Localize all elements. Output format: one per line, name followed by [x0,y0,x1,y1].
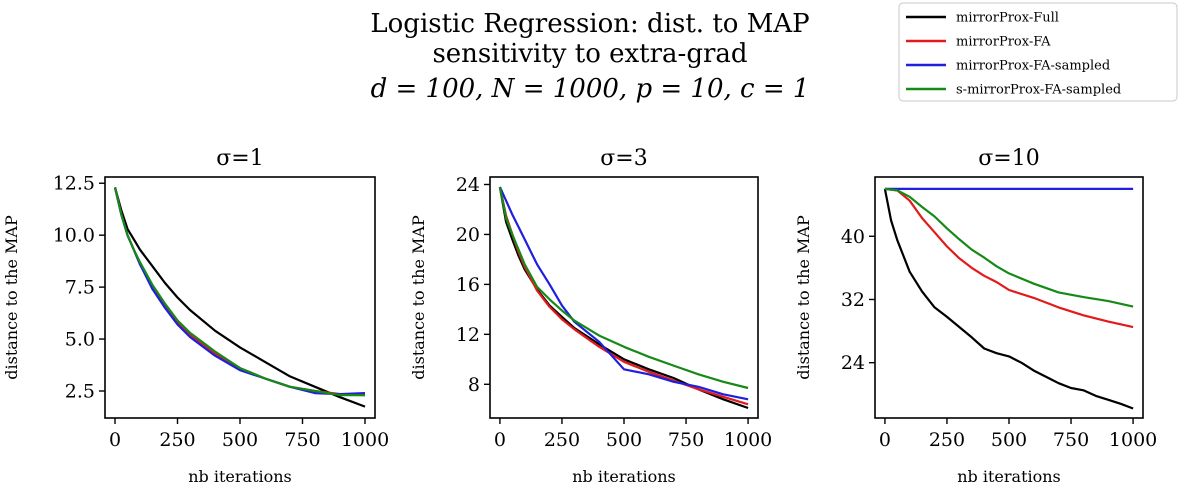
series-line-mirrorProx-FA-sampled [498,186,749,401]
subplot-title: σ=10 [978,146,1039,171]
y-tick-label: 40 [841,226,865,248]
x-tick-label: 500 [991,429,1027,451]
y-tick-label: 12.5 [53,173,95,195]
series-line-mirrorProx-Full [883,188,1134,410]
suptitle-line-1: Logistic Regression: dist. to MAP [370,9,809,39]
subplot-title: σ=3 [600,146,647,171]
subplot-3: 0 250 500 750 1000 24 32 40 σ=10 nb iterations dis… [794,146,1157,486]
x-tick-label: 500 [606,429,642,451]
suptitle-line-2: sensitivity to extra-grad [432,39,747,69]
series-line-mirrorProx-FA [498,186,749,406]
series-line-s-mirrorProx-FA-sampled [884,187,1134,308]
y-tick-label: 10.0 [53,225,95,247]
legend-frame [898,2,1178,102]
x-axis-label: nb iterations [572,467,676,486]
x-tick-label: 250 [929,429,965,451]
series-line-mirrorProx-FA [113,187,366,397]
x-axis-label: nb iterations [188,467,292,486]
y-axis-label: distance to the MAP [2,215,21,380]
x-tick-label: 1000 [341,429,389,451]
x-tick-label: 1000 [1109,429,1157,451]
series-line-mirrorProx-Full [113,187,366,408]
y-tick-label: 2.5 [65,380,95,402]
y-tick-label: 5.0 [65,329,95,351]
series-group [883,187,1134,410]
x-tick-label: 0 [879,429,891,451]
series-line-mirrorProx-FA [884,187,1134,329]
x-tick-label: 250 [544,429,580,451]
x-tick-label: 500 [222,429,258,451]
y-axis-label: distance to the MAP [409,215,428,380]
y-tick-label: 16 [456,274,480,296]
x-tick-label: 0 [494,429,506,451]
y-tick-label: 20 [456,224,480,246]
subplot-title: σ=1 [216,146,263,171]
series-line-s-mirrorProx-FA-sampled [498,186,749,390]
axes-frame [104,176,376,419]
legend-label-3: s-mirrorProx-FA-sampled [956,83,1121,98]
legend-label-2: mirrorProx-FA-sampled [956,59,1110,74]
y-tick-label: 8 [468,374,480,396]
series-group [113,187,366,408]
x-tick-label: 750 [1053,429,1089,451]
series-line-mirrorProx-Full [498,186,749,410]
series-line-s-mirrorProx-FA-sampled [113,187,365,397]
series-group [498,186,749,410]
y-tick-label: 24 [841,352,865,374]
suptitle-line-3: d = 100, N = 1000, p = 10, c = 1 [371,74,810,104]
subplot-2: 0 250 500 750 1000 8 12 16 20 24 σ=3 nb iterations d… [409,146,772,486]
y-tick-label: 32 [841,289,865,311]
y-tick-label: 24 [456,174,480,196]
x-tick-label: 0 [109,429,121,451]
axes-frame [489,176,759,419]
legend-label-0: mirrorProx-Full [956,11,1059,26]
subplot-1: 0 250 500 750 1000 2.5 5.0 7.5 10.0 12.5 σ=1 nb ite… [2,146,389,486]
x-tick-label: 750 [284,429,320,451]
x-axis-label: nb iterations [957,467,1061,486]
x-tick-label: 1000 [724,429,772,451]
y-tick-label: 7.5 [65,277,95,299]
series-line-mirrorProx-FA-sampled [113,187,366,396]
y-axis-label: distance to the MAP [794,215,813,380]
legend: mirrorProx-Full mirrorProx-FA mirrorProx-F… [898,2,1178,102]
axes-frame [874,176,1144,419]
x-tick-label: 250 [159,429,195,451]
x-tick-label: 750 [668,429,704,451]
y-tick-label: 12 [456,324,480,346]
legend-label-1: mirrorProx-FA [956,35,1051,50]
